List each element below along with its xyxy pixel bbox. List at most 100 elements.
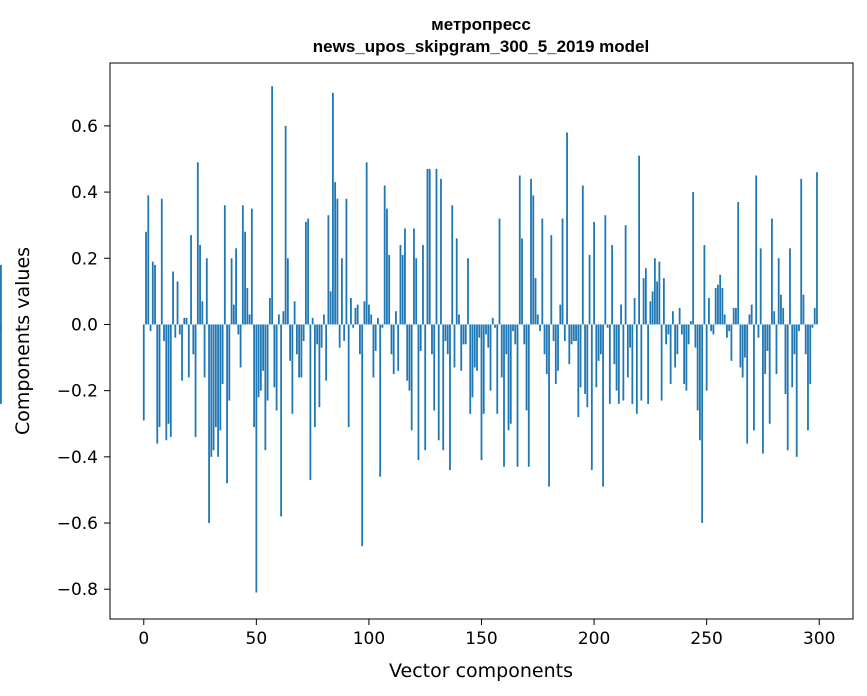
bar — [507, 324, 510, 431]
bar — [381, 324, 384, 328]
bar — [735, 307, 737, 325]
bar — [476, 324, 478, 371]
bar — [809, 324, 812, 385]
bar — [789, 248, 791, 325]
bar — [622, 324, 625, 401]
bar — [286, 258, 289, 325]
bar — [453, 324, 456, 368]
bar — [701, 324, 704, 524]
bar — [807, 324, 809, 431]
bar — [505, 324, 508, 355]
bar — [435, 168, 438, 325]
bar — [579, 324, 582, 388]
bar — [521, 238, 523, 325]
bar — [154, 264, 156, 325]
bar — [167, 324, 170, 424]
bar — [714, 288, 717, 325]
bar — [329, 291, 332, 325]
bar — [377, 317, 379, 325]
bar — [419, 324, 422, 351]
bar — [413, 228, 415, 325]
bar — [543, 324, 546, 355]
bar — [653, 258, 656, 325]
bar — [196, 162, 199, 325]
bar — [361, 324, 364, 547]
bar — [334, 182, 337, 325]
bar — [604, 215, 607, 325]
bar — [212, 324, 215, 451]
bar — [235, 248, 237, 325]
bar — [244, 231, 246, 325]
bar — [446, 324, 449, 355]
bar — [388, 254, 391, 325]
bar — [759, 248, 762, 325]
axis-ticks: 0 50 100 150 200 250 300 −0.8 −0.6 −0.4 −0.2 0.0 0.2… — [57, 117, 836, 649]
bar — [365, 162, 368, 325]
bar — [174, 324, 177, 338]
bar — [0, 264, 2, 325]
bar — [717, 284, 719, 325]
bar-series — [0, 86, 818, 593]
bar — [322, 314, 325, 325]
bar — [0, 324, 2, 404]
bar — [710, 324, 713, 332]
x-axis-label: Vector components — [389, 660, 573, 682]
bar — [626, 324, 629, 378]
bar — [572, 324, 575, 341]
bar — [313, 324, 316, 428]
bar — [705, 324, 708, 391]
bar — [338, 324, 341, 348]
bar — [277, 314, 280, 325]
bar — [156, 324, 159, 444]
bar — [368, 304, 370, 325]
bar — [241, 205, 244, 325]
bar — [208, 324, 210, 524]
bar — [145, 231, 147, 325]
bar — [379, 324, 382, 477]
bar — [392, 324, 395, 375]
bar — [354, 307, 357, 325]
bar — [363, 301, 366, 325]
bar — [248, 314, 251, 325]
bar — [665, 324, 668, 345]
bar — [602, 324, 604, 487]
bar — [172, 271, 174, 325]
bar — [327, 215, 330, 325]
bar — [275, 324, 278, 411]
bar — [500, 324, 503, 378]
bar — [307, 218, 310, 325]
bar — [784, 324, 787, 394]
bar — [496, 324, 499, 414]
bar — [737, 202, 740, 325]
bar — [746, 324, 749, 444]
bar — [359, 324, 361, 355]
bar — [595, 324, 598, 388]
y-tick-label: −0.8 — [57, 580, 98, 600]
bar — [199, 245, 201, 325]
bar — [631, 324, 634, 404]
bar — [559, 304, 562, 325]
bar — [347, 324, 350, 428]
bar — [395, 311, 397, 325]
bar — [169, 324, 172, 437]
bar — [295, 324, 298, 355]
bar — [703, 245, 706, 325]
bar — [800, 178, 803, 325]
bar — [239, 324, 242, 368]
bar — [190, 235, 192, 325]
bar — [780, 294, 782, 325]
bar — [512, 324, 514, 332]
bar — [467, 258, 469, 325]
bar — [142, 324, 145, 421]
bar — [503, 324, 505, 467]
bar — [406, 324, 409, 381]
bar — [741, 324, 744, 378]
bar — [250, 208, 253, 325]
bar — [568, 324, 571, 365]
bar — [255, 324, 258, 593]
bar — [509, 324, 512, 424]
bar — [473, 324, 476, 368]
bar — [721, 288, 724, 325]
bar — [750, 304, 753, 325]
bar — [163, 324, 165, 341]
